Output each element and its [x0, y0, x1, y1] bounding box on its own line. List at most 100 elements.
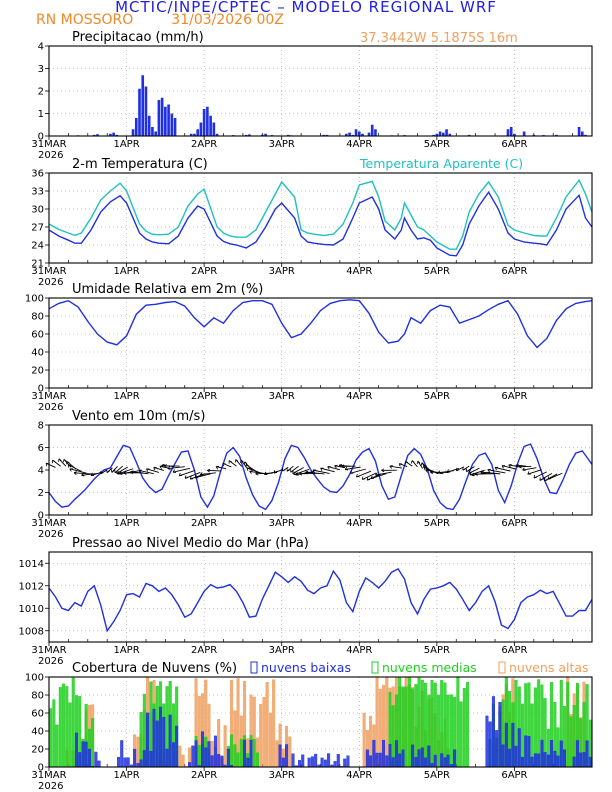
precip-bar	[215, 133, 219, 136]
cloud-bar-nuvens-baixas	[120, 740, 124, 768]
wind-arrowhead	[228, 460, 232, 464]
precip-bar	[244, 134, 248, 136]
x-tick-label: 4APR	[346, 645, 372, 656]
legend-label-1: nuvens baixas	[261, 660, 351, 675]
wind-arrowhead	[106, 469, 110, 473]
precip-bar	[577, 127, 581, 136]
cloud-bar-nuvens-baixas	[508, 748, 512, 768]
cloud-bar-nuvens-medias	[252, 739, 256, 768]
wind-arrowhead	[67, 464, 72, 468]
wind-arrowhead	[437, 470, 441, 474]
wind-vector	[475, 473, 496, 475]
precip-bar	[173, 118, 177, 136]
wind-vector	[362, 472, 377, 480]
x-tick-label: 1APR	[113, 645, 139, 656]
y-tick-label: 100	[25, 294, 44, 305]
wind-arrowhead	[299, 471, 303, 476]
y-tick-label: 100	[25, 673, 44, 684]
cloud-bar-nuvens-baixas	[87, 748, 91, 768]
precip-bar	[555, 134, 558, 136]
cloud-bar-nuvens-baixas	[188, 762, 192, 768]
cloud-bar-nuvens-altas	[265, 682, 269, 768]
x-tick-label: 3APR	[269, 770, 295, 781]
x-tick-label: 2APR	[191, 266, 217, 277]
wind-arrowhead	[305, 470, 309, 475]
x-tick-label: 1APR	[113, 139, 139, 150]
wind-arrowhead	[430, 470, 434, 475]
precip-bar	[248, 134, 251, 136]
wind-arrowhead	[398, 463, 403, 467]
cloud-bar-nuvens-baixas	[378, 752, 382, 768]
wind-arrowhead	[508, 464, 512, 468]
x-tick-label: 2APR	[191, 770, 217, 781]
cloud-bar-nuvens-baixas	[226, 748, 230, 768]
cloud-bar-nuvens-medias	[55, 724, 59, 768]
x-tick-label: 3APR	[269, 266, 295, 277]
y-tick-label: 20	[31, 366, 44, 377]
x-tick-label: 31MAR	[31, 645, 66, 656]
temp-line-2	[48, 178, 593, 250]
wind-arrowhead	[446, 469, 451, 473]
cloud-bar-nuvens-baixas	[327, 753, 331, 768]
cloud-bar-nuvens-baixas	[123, 757, 127, 768]
precip-bar	[467, 134, 471, 136]
y-tick-label: 60	[31, 330, 44, 341]
precip-bar	[445, 129, 448, 136]
wind-arrowhead	[81, 472, 85, 477]
wind-arrowhead	[312, 469, 316, 473]
cloud-bar-nuvens-baixas	[310, 756, 314, 768]
x-tick-label: 3APR	[269, 391, 295, 402]
wind-arrowhead	[381, 468, 385, 473]
wind-vector	[179, 470, 196, 477]
x-tick-label: 4APR	[346, 518, 372, 529]
y-tick-label: 3	[38, 64, 44, 75]
precip-bar	[164, 106, 167, 136]
wind-arrowhead	[243, 461, 248, 465]
precip-bar	[112, 132, 115, 136]
wind-arrowhead	[66, 460, 70, 465]
x-tick-label: 5APR	[424, 266, 450, 277]
wind-arrowhead	[544, 477, 548, 482]
cloud-bar-nuvens-baixas	[149, 750, 153, 768]
cloud-bar-nuvens-baixas	[401, 749, 405, 768]
wind-arrowhead	[501, 465, 505, 469]
precip-bar	[189, 133, 193, 136]
cloud-bar-nuvens-baixas	[343, 758, 347, 768]
cloud-bar-nuvens-baixas	[336, 754, 340, 768]
cloud-bar-nuvens-baixas	[281, 757, 285, 768]
wind-vector	[153, 467, 165, 471]
cloud-bar-nuvens-medias	[58, 687, 62, 768]
wind-panel	[45, 424, 593, 519]
wind-arrowhead	[487, 468, 491, 473]
cloud-bar-nuvens-baixas	[433, 754, 437, 768]
wind-vector	[215, 466, 227, 470]
precip-bar	[264, 133, 267, 136]
y-tick-label: 40	[31, 727, 44, 738]
precip-bar	[506, 129, 510, 136]
cloud-bar-nuvens-baixas	[372, 739, 376, 768]
wind-arrowhead	[199, 472, 204, 476]
precip-bar	[157, 100, 161, 136]
wind-arrowhead	[375, 472, 379, 476]
cloud-bar-nuvens-baixas	[524, 735, 528, 768]
cloud-bar-nuvens-baixas	[440, 753, 444, 768]
cloud-bar-nuvens-baixas	[520, 757, 525, 768]
wind-vector	[312, 469, 330, 474]
cloud-bar-nuvens-baixas	[162, 716, 166, 768]
wind-vector	[68, 464, 82, 472]
cloud-bar-nuvens-baixas	[427, 745, 431, 768]
precip-bar	[580, 131, 584, 136]
location-label: 37.3442W 5.1875S 16m	[360, 31, 518, 46]
wind-arrowhead	[494, 466, 499, 471]
cloud-bar-nuvens-baixas	[420, 747, 424, 768]
cloud-bar-nuvens-medias	[404, 686, 408, 768]
wind-arrowhead	[411, 460, 415, 464]
wind-arrowhead	[153, 467, 157, 471]
x-tick-label: 4APR	[346, 139, 372, 150]
precip-bar	[209, 115, 212, 136]
wind-arrowhead	[167, 466, 171, 470]
wind-arrowhead	[455, 467, 460, 472]
cloud-bar-nuvens-baixas	[530, 756, 534, 768]
precip-bar	[96, 134, 99, 136]
wind-arrowhead	[161, 463, 165, 468]
